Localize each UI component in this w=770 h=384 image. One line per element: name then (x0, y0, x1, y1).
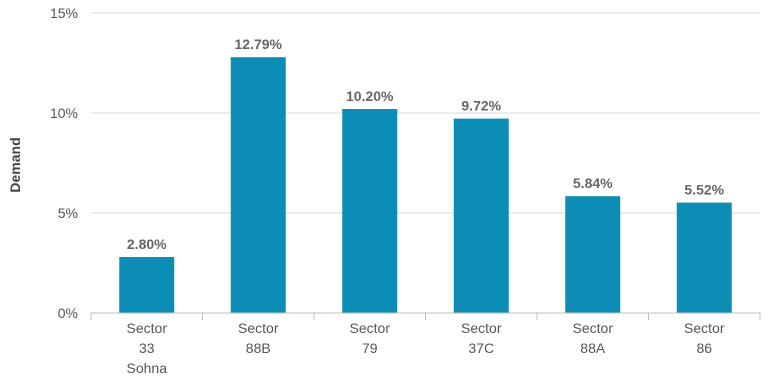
x-axis (90, 312, 761, 320)
y-tick-label: 15% (50, 5, 78, 21)
x-tick-label: Sector 88A (573, 320, 614, 356)
y-axis-title: Demand (7, 137, 23, 192)
y-axis-ticks: 0% 5% 10% 15% (50, 5, 78, 321)
y-tick-label: 10% (50, 105, 78, 121)
data-label: 10.20% (346, 88, 394, 104)
x-tick-label: Sector 37C (461, 320, 502, 356)
data-label: 12.79% (235, 36, 283, 52)
x-axis-labels: Sector 33 Sohna Sector 88B Sector 79 Sector 37C S… (127, 320, 725, 376)
y-tick-label: 5% (58, 205, 78, 221)
data-labels: 2.80% 12.79% 10.20% 9.72% 5.84% 5.52% (127, 36, 725, 252)
bar (565, 196, 621, 313)
data-label: 9.72% (461, 98, 501, 114)
bar (230, 57, 286, 314)
data-label: 2.80% (127, 236, 167, 252)
x-tick-label: Sector 79 (350, 320, 391, 356)
bars (119, 57, 732, 314)
bar (453, 118, 509, 313)
x-tick-label: Sector 88B (238, 320, 279, 356)
data-label: 5.84% (573, 175, 613, 191)
x-tick-label: Sector 33 Sohna (127, 320, 168, 376)
bar (119, 257, 175, 313)
bar (342, 109, 398, 313)
x-tick-label: Sector 86 (684, 320, 725, 356)
data-label: 5.52% (684, 182, 724, 198)
gridlines (91, 12, 760, 214)
bar (676, 202, 732, 313)
y-tick-label: 0% (58, 305, 78, 321)
